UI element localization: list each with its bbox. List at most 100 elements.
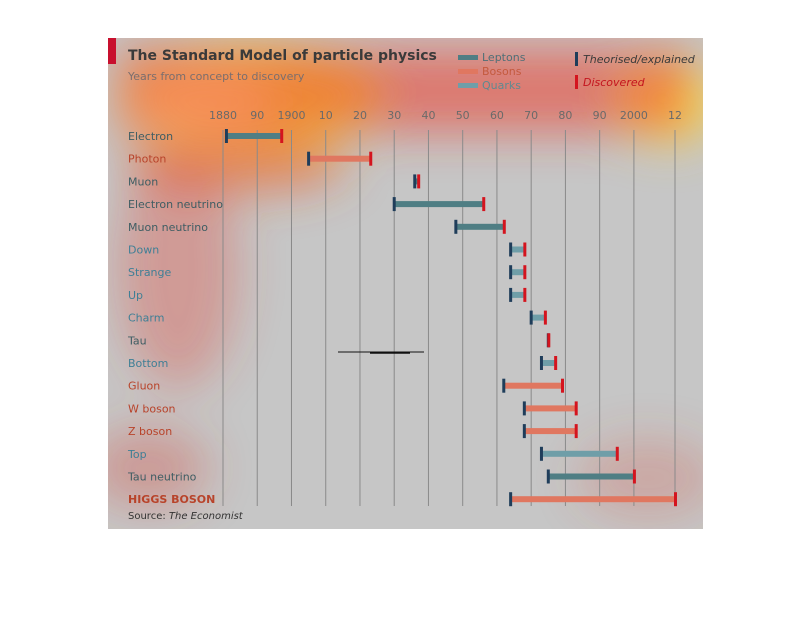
legend-discovered: Discovered bbox=[575, 75, 645, 89]
particle-label: Bottom bbox=[128, 357, 168, 370]
theorised-marker bbox=[509, 242, 513, 257]
source-prefix: Source: bbox=[128, 511, 169, 522]
particle-label: Electron neutrino bbox=[128, 198, 223, 211]
legend-theorised: Theorised/explained bbox=[575, 52, 695, 66]
discovered-marker bbox=[615, 446, 619, 461]
span-bar bbox=[510, 246, 525, 253]
theorised-marker bbox=[224, 129, 228, 143]
discovered-marker bbox=[482, 197, 486, 212]
particle-label: W boson bbox=[128, 402, 176, 415]
span-bar bbox=[414, 178, 419, 185]
legend-label-discovered: Discovered bbox=[583, 75, 645, 89]
plot-area: 1880 90 1900 10 20 30 40 50 60 70 80 90 2000 12 Electr… bbox=[127, 109, 682, 507]
particle-label: HIGGS BOSON bbox=[128, 493, 215, 506]
span-bar bbox=[308, 155, 371, 162]
discovered-marker bbox=[547, 333, 551, 348]
legend-label-theorised: Theorised/explained bbox=[583, 52, 695, 66]
span-bar bbox=[510, 269, 525, 276]
span-bar bbox=[455, 223, 504, 230]
discovered-marker bbox=[417, 174, 421, 189]
heatmap-overlay bbox=[108, 43, 703, 518]
legend-label-leptons: Leptons bbox=[482, 51, 526, 64]
x-tick-label: 60 bbox=[490, 109, 504, 122]
discovered-marker bbox=[523, 287, 527, 302]
discovered-marker bbox=[574, 424, 578, 439]
legend-bosons: Bosons bbox=[458, 65, 521, 78]
source-note: Source: The Economist bbox=[128, 511, 243, 522]
legend-label-bosons: Bosons bbox=[482, 65, 522, 78]
particle-label: Tau bbox=[127, 334, 147, 347]
particle-label: Down bbox=[128, 244, 159, 257]
x-tick-label: 40 bbox=[421, 109, 435, 122]
x-tick-label: 10 bbox=[319, 109, 333, 122]
x-tick-label: 50 bbox=[456, 109, 470, 122]
span-bar bbox=[531, 314, 545, 321]
theorised-marker bbox=[307, 151, 311, 166]
legend-label-quarks: Quarks bbox=[482, 79, 521, 92]
source-name: The Economist bbox=[168, 511, 243, 522]
theorised-marker bbox=[509, 492, 513, 507]
discovered-marker bbox=[523, 265, 527, 280]
discovered-marker bbox=[523, 242, 527, 257]
legend-swatch-bosons bbox=[458, 69, 478, 74]
legend-swatch-quarks bbox=[458, 83, 478, 88]
particle-label: Up bbox=[128, 289, 143, 302]
legend-mark-discovered bbox=[575, 75, 578, 89]
chart-subtitle: Years from concept to discovery bbox=[128, 70, 305, 83]
theorised-marker bbox=[502, 378, 506, 393]
legend-leptons: Leptons bbox=[458, 51, 525, 64]
theorised-marker bbox=[509, 265, 513, 280]
span-bar bbox=[510, 496, 675, 503]
particle-label: Muon bbox=[128, 175, 158, 188]
particle-label: Photon bbox=[128, 153, 166, 166]
theorised-marker bbox=[413, 174, 417, 189]
x-tick-label: 30 bbox=[387, 109, 401, 122]
x-tick-label: 90 bbox=[250, 109, 264, 122]
theorised-marker bbox=[454, 219, 458, 234]
particle-label: Electron bbox=[128, 130, 173, 143]
discovered-marker bbox=[280, 129, 284, 143]
theorised-marker bbox=[392, 197, 396, 212]
x-tick-label: 70 bbox=[524, 109, 538, 122]
span-bar bbox=[394, 201, 484, 208]
span-bar bbox=[524, 428, 576, 435]
theorised-marker bbox=[522, 401, 526, 416]
theorised-marker bbox=[529, 310, 533, 325]
x-tick-label: 80 bbox=[558, 109, 572, 122]
discovered-marker bbox=[502, 219, 506, 234]
chart-title: The Standard Model of particle physics bbox=[128, 48, 437, 64]
discovered-marker bbox=[574, 401, 578, 416]
discovered-marker bbox=[561, 378, 564, 393]
particle-label: Strange bbox=[128, 266, 172, 279]
theorised-marker bbox=[546, 469, 550, 484]
particle-label: Charm bbox=[128, 312, 164, 325]
span-bar bbox=[524, 405, 576, 412]
discovered-marker bbox=[554, 356, 558, 370]
legend-swatch-leptons bbox=[458, 55, 478, 60]
discovered-marker bbox=[674, 492, 677, 507]
chart-panel: 1880 90 1900 10 20 30 40 50 60 70 80 90 2000 12 Electr… bbox=[108, 38, 703, 529]
x-tick-label: 90 bbox=[593, 109, 607, 122]
particle-label: Muon neutrino bbox=[128, 221, 208, 234]
legend-mark-theorised bbox=[575, 52, 578, 66]
span-bar bbox=[510, 291, 525, 298]
particle-label: Z boson bbox=[128, 425, 172, 438]
x-tick-label: 2000 bbox=[620, 109, 648, 122]
span-bar bbox=[226, 133, 282, 139]
particle-label: Top bbox=[127, 448, 147, 461]
particle-label: Tau neutrino bbox=[127, 471, 197, 484]
discovered-marker bbox=[632, 469, 636, 484]
x-tick-label: 1900 bbox=[277, 109, 305, 122]
x-tick-label: 12 bbox=[668, 109, 682, 122]
span-bar bbox=[503, 382, 562, 389]
span-bar bbox=[548, 473, 634, 480]
x-tick-label: 1880 bbox=[209, 109, 237, 122]
particle-label: Gluon bbox=[128, 380, 160, 393]
theorised-marker bbox=[509, 287, 513, 302]
discovered-marker bbox=[543, 310, 547, 325]
x-tick-label: 20 bbox=[353, 109, 367, 122]
legend-quarks: Quarks bbox=[458, 79, 521, 92]
discovered-marker bbox=[369, 151, 373, 166]
title-accent-bar bbox=[108, 38, 116, 64]
theorised-marker bbox=[539, 356, 543, 370]
